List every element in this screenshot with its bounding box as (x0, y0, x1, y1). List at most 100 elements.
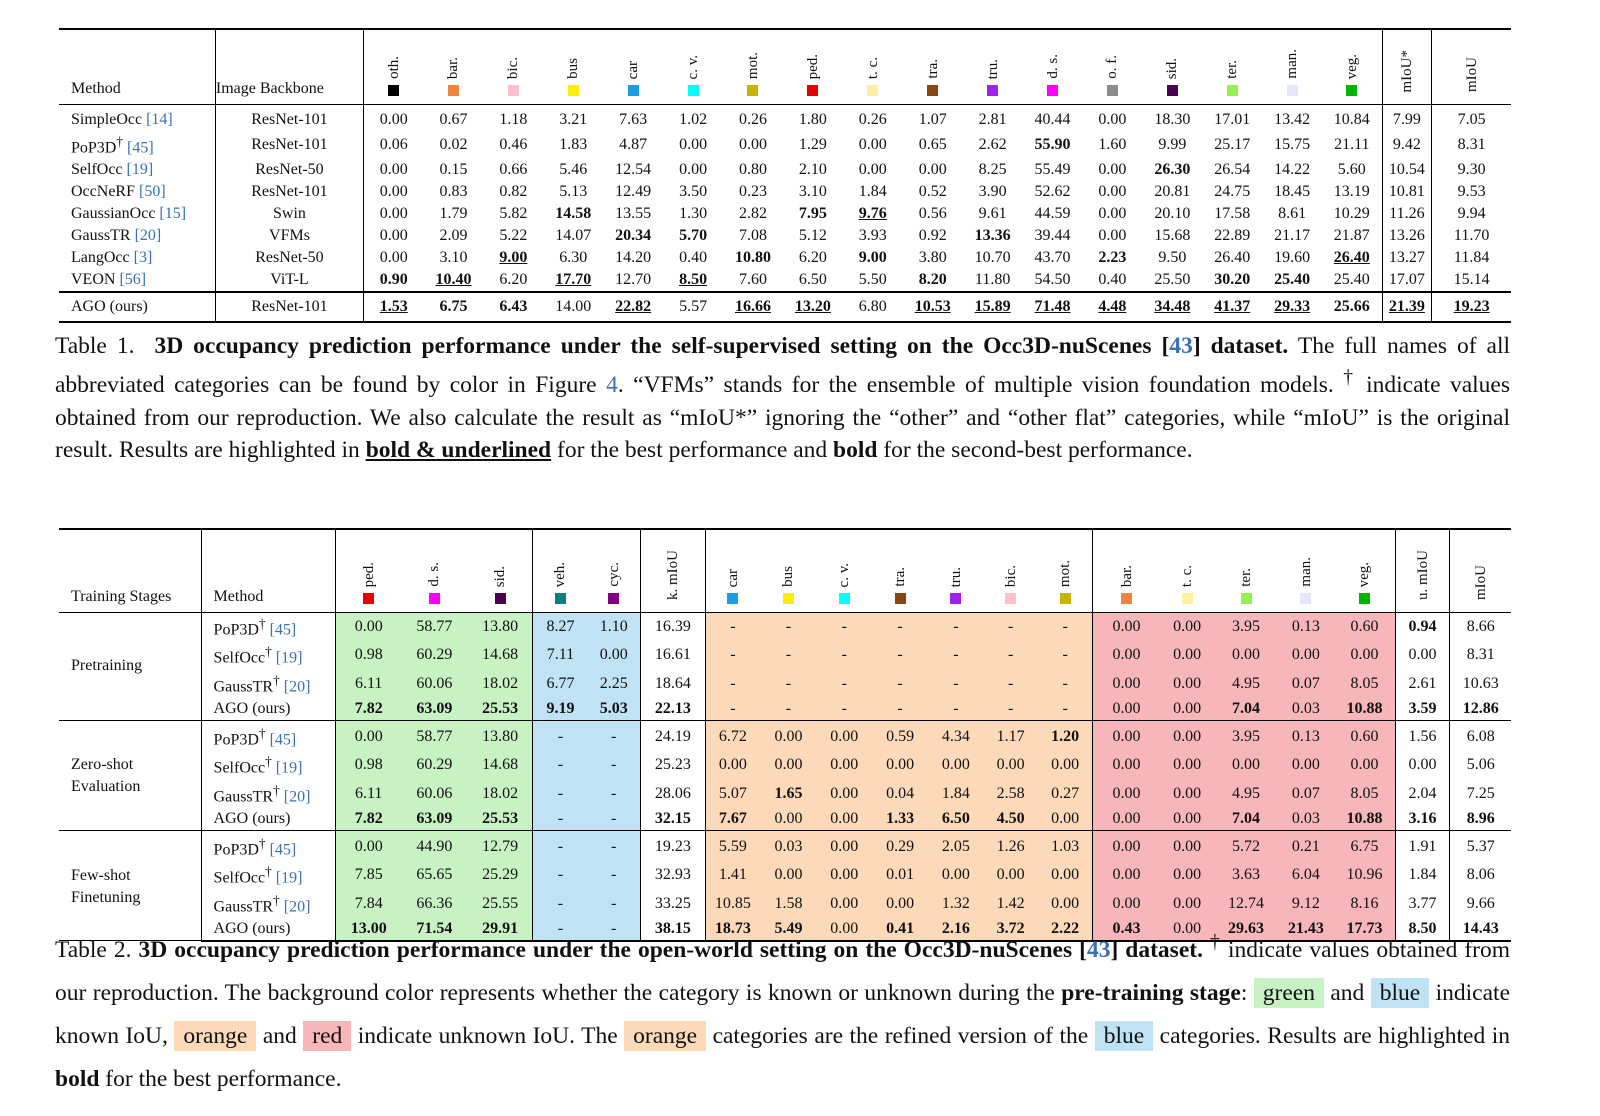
value-cell: 26.54 (1202, 159, 1262, 181)
value-cell: 0.98 (335, 641, 401, 670)
value-cell: 6.50 (783, 269, 843, 292)
method-name: AGO (ours) (213, 919, 291, 937)
citation-link[interactable]: [19] (275, 759, 303, 777)
value-cell: 0.00 (1159, 751, 1215, 780)
caption-text: categories. Results are highlighted in (1153, 1022, 1510, 1049)
value-cell: 14.00 (543, 291, 604, 323)
value-text: 0.00 (679, 136, 708, 154)
citation-link[interactable]: [20] (283, 677, 311, 695)
value-cell: 1.32 (928, 889, 984, 918)
value-cell: - (816, 641, 872, 670)
value-text: - (557, 784, 564, 802)
value-cell: 5.22 (483, 225, 543, 247)
value-text: 55.49 (1034, 161, 1071, 179)
citation-link[interactable]: [19] (126, 161, 154, 179)
value-text: 29.33 (1274, 298, 1311, 316)
citation-link[interactable]: [20] (134, 227, 162, 245)
citation-link[interactable]: [15] (159, 205, 187, 223)
value-cell: 16.61 (639, 641, 706, 670)
citation-link[interactable]: [20] (283, 897, 311, 915)
citation-link[interactable]: [45] (269, 841, 297, 859)
caption-bold-end: ] dataset. (1110, 936, 1203, 963)
value-cell: 1.84 (1394, 861, 1450, 890)
value-text: 1.42 (996, 894, 1025, 912)
citation-link[interactable]: [20] (283, 787, 311, 805)
value-text: 0.00 (1350, 646, 1379, 664)
category-color-swatch (1346, 85, 1358, 96)
column-label: car (724, 568, 741, 587)
value-text: 6.20 (798, 249, 827, 267)
value-text: 17.70 (555, 271, 592, 289)
value-text: 12.74 (1228, 894, 1264, 912)
value-cell: 25.40 (1322, 269, 1382, 292)
value-cell: 0.00 (363, 181, 424, 204)
value-text: - (1062, 646, 1068, 664)
value-cell: 10.85 (704, 889, 761, 918)
value-cell: 6.75 (423, 291, 484, 323)
citation-link[interactable]: [45] (127, 139, 154, 157)
value-text: 0.80 (738, 161, 767, 179)
value-text: 1.02 (679, 111, 708, 128)
caption-citation[interactable]: 43 (1169, 333, 1193, 359)
value-text: 0.00 (1291, 756, 1320, 774)
figure-reference[interactable]: 4 (606, 372, 618, 399)
value-cell: 13.26 (1381, 225, 1432, 248)
citation-link[interactable]: [19] (275, 869, 303, 887)
value-text: 5.13 (559, 183, 588, 201)
value-cell: - (587, 779, 641, 808)
value-cell: 0.00 (1214, 751, 1278, 780)
value-cell: 7.63 (603, 105, 663, 132)
value-text: 0.00 (354, 618, 383, 636)
column-header: car (704, 529, 761, 613)
value-text: 58.77 (416, 728, 453, 746)
value-cell: 26.40 (1202, 247, 1262, 269)
value-text: - (785, 618, 792, 636)
value-text: 12.49 (615, 183, 652, 201)
value-cell: - (1038, 697, 1093, 721)
value-cell: 0.02 (424, 131, 484, 159)
citation-link[interactable]: [50] (138, 183, 166, 201)
value-text: 60.06 (416, 674, 453, 692)
value-cell: 18.64 (639, 669, 706, 698)
category-color-swatch (1286, 85, 1298, 96)
category-label: oth. (385, 56, 402, 79)
value-text: 20.81 (1154, 183, 1191, 201)
blue-highlight: blue (1094, 1020, 1154, 1051)
value-cell: 7.04 (1214, 697, 1278, 721)
value-cell: 6.11 (335, 779, 401, 808)
caption-citation[interactable]: 43 (1086, 936, 1111, 963)
value-cell: 0.00 (983, 861, 1039, 890)
value-cell: 0.00 (843, 159, 903, 181)
training-stage-label: Finetuning (71, 888, 141, 906)
citation-link[interactable]: [56] (119, 271, 147, 289)
citation-link[interactable]: [3] (133, 249, 153, 267)
value-text: 0.43 (1112, 919, 1141, 937)
value-text: 52.62 (1034, 183, 1071, 201)
method-name: SelfOcc (213, 869, 266, 887)
value-cell: - (760, 641, 817, 670)
value-text: 1.84 (858, 183, 887, 201)
value-text: 71.48 (1034, 298, 1071, 316)
column-label: d. s. (426, 562, 443, 587)
value-cell: 21.39 (1381, 291, 1432, 323)
value-text: - (557, 809, 564, 827)
value-cell: 14.68 (467, 751, 533, 780)
backbone-cell: ResNet-50 (214, 159, 364, 182)
value-cell: 0.00 (587, 641, 641, 670)
value-text: - (557, 919, 564, 937)
dagger-mark: † (265, 754, 272, 770)
value-cell: 3.90 (963, 181, 1023, 203)
value-text: 1.17 (996, 728, 1025, 746)
category-label: sid. (1164, 57, 1181, 79)
value-text: 0.00 (1173, 838, 1202, 856)
citation-link[interactable]: [45] (269, 731, 297, 749)
column-header: cyc. (588, 529, 641, 613)
citation-link[interactable]: [45] (269, 621, 297, 639)
value-cell: 3.63 (1214, 861, 1278, 890)
value-cell: 9.12 (1277, 889, 1335, 918)
value-cell: 0.60 (1334, 720, 1396, 752)
backbone-cell: ResNet-101 (214, 181, 364, 204)
citation-link[interactable]: [14] (146, 111, 173, 128)
citation-link[interactable]: [19] (275, 649, 303, 667)
value-text: 5.37 (1466, 838, 1495, 856)
